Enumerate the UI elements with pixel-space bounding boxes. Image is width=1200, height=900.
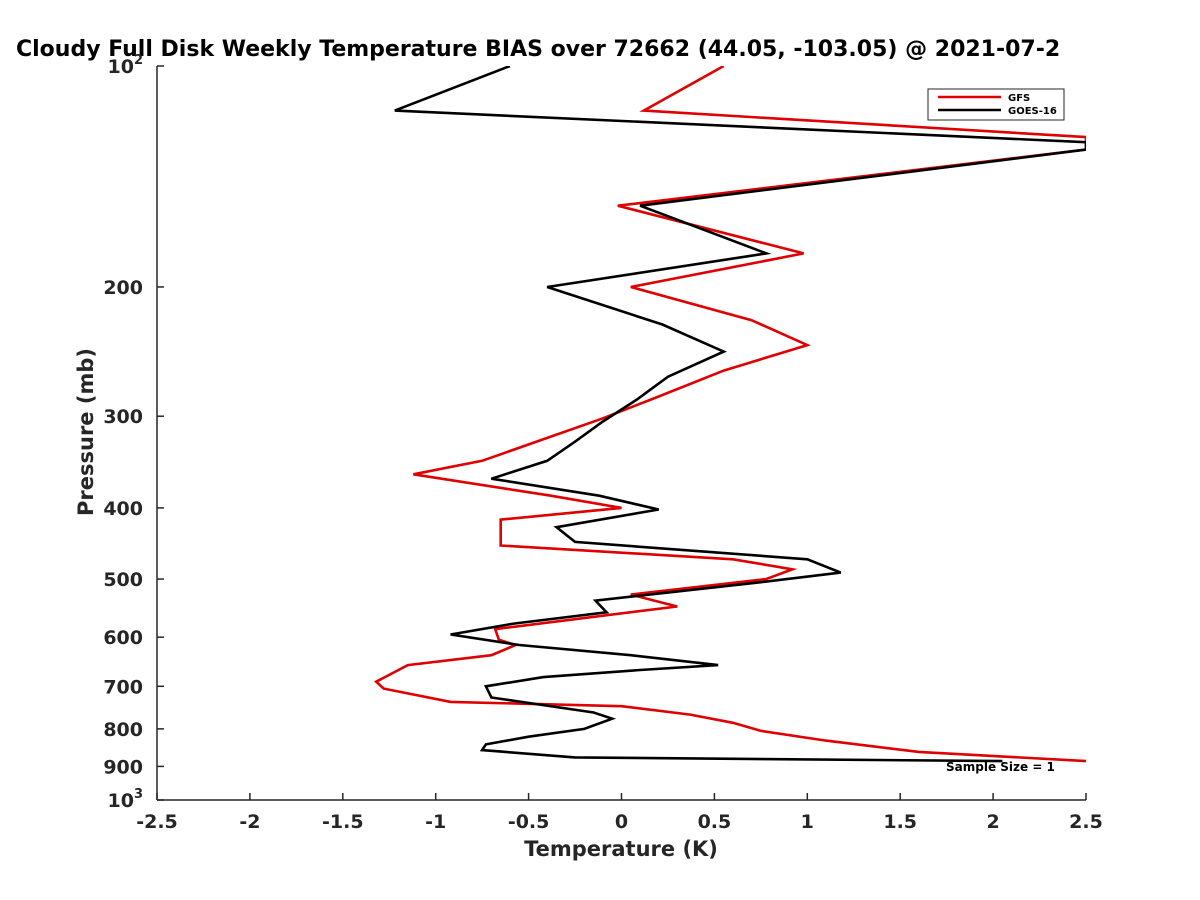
x-tick-label: 0 xyxy=(615,811,628,833)
x-tick-label: 0.5 xyxy=(698,811,732,833)
x-tick-label: 2.5 xyxy=(1069,811,1103,833)
series-layer xyxy=(373,66,1086,763)
y-tick-label: 600 xyxy=(103,627,143,649)
y-tick-label: 300 xyxy=(103,406,143,428)
x-tick-label: 1 xyxy=(801,811,814,833)
y-tick-label: 400 xyxy=(103,498,143,520)
x-tick-label: 2 xyxy=(986,811,999,833)
x-tick-label: -2.5 xyxy=(136,811,178,833)
legend-label: GFS xyxy=(1008,93,1030,104)
y-tick-label: 200 xyxy=(103,277,143,299)
y-tick-label: 700 xyxy=(103,676,143,698)
axes-layer: -2.5 -2 -1.5 -1 -0.5 0 0.5 1 1.5 2 2.5 102 200 300 400… xyxy=(103,53,1103,833)
series-line-gfs xyxy=(373,66,1086,763)
x-tick-label: 1.5 xyxy=(883,811,917,833)
legend-label: GOES-16 xyxy=(1008,106,1057,117)
x-tick-label: -2 xyxy=(239,811,260,833)
y-tick-label: 103 xyxy=(108,787,144,812)
y-axis-label: Pressure (mb) xyxy=(74,348,98,516)
x-tick-label: -1 xyxy=(425,811,446,833)
y-tick-label: 500 xyxy=(103,569,143,591)
x-tick-label: -0.5 xyxy=(508,811,550,833)
y-tick-label: 900 xyxy=(103,756,143,778)
chart-title: Cloudy Full Disk Weekly Temperature BIAS… xyxy=(16,37,1060,62)
legend-box xyxy=(927,88,1065,121)
y-tick-label: 102 xyxy=(108,53,144,78)
x-tick-label: -1.5 xyxy=(322,811,364,833)
series-line-goes-16 xyxy=(394,66,1086,763)
legend: GFS GOES-16 xyxy=(927,88,1065,121)
x-axis-label: Temperature (K) xyxy=(524,837,718,861)
sample-size-annotation: Sample Size = 1 xyxy=(946,760,1055,774)
y-tick-label: 800 xyxy=(103,719,143,741)
